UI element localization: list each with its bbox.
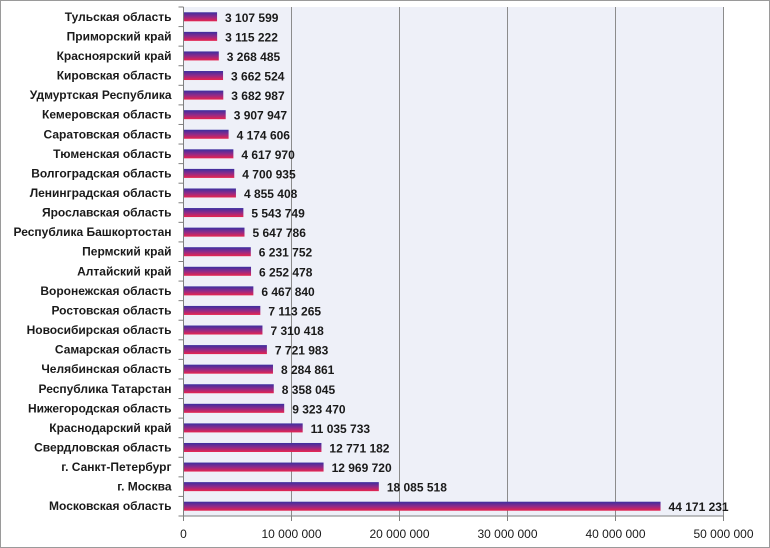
category-label: Самарская область	[55, 343, 172, 357]
category-label: Челябинская область	[41, 362, 171, 376]
data-label: 12 771 182	[329, 441, 389, 455]
bar	[183, 188, 236, 198]
bar	[183, 403, 285, 413]
data-label: 11 035 733	[311, 422, 371, 436]
bar	[183, 462, 324, 472]
bar	[183, 90, 224, 100]
data-label: 3 662 524	[231, 70, 285, 84]
bar	[183, 71, 224, 81]
category-label: Нижегородская область	[28, 401, 172, 415]
category-label: Краснодарский край	[49, 421, 171, 435]
axis-layer	[178, 6, 724, 521]
data-label: 44 171 231	[669, 500, 729, 514]
data-label: 4 174 606	[237, 128, 291, 142]
category-label: Удмуртская Республика	[30, 88, 172, 102]
x-tick-label: 20 000 000	[369, 527, 429, 541]
bar	[183, 110, 226, 120]
data-label: 3 907 947	[234, 109, 288, 123]
category-label: Кировская область	[57, 69, 172, 83]
bar	[183, 364, 273, 374]
data-label: 5 647 786	[252, 226, 306, 240]
category-label: Алтайский край	[77, 264, 171, 278]
bar	[183, 168, 235, 178]
category-label: Пермский край	[82, 245, 171, 259]
data-label: 6 467 840	[261, 285, 315, 299]
data-label: 8 284 861	[281, 363, 335, 377]
category-label: Красноярский край	[57, 49, 172, 63]
category-label: Московская область	[49, 499, 171, 513]
bar	[183, 423, 303, 433]
data-label: 3 268 485	[227, 50, 281, 64]
data-label: 3 115 222	[225, 30, 278, 44]
bar	[183, 227, 245, 237]
bar	[183, 442, 322, 452]
bar	[183, 51, 219, 61]
bar	[183, 31, 218, 41]
category-label: Кемеровская область	[42, 108, 172, 122]
category-label: Ярославская область	[42, 206, 172, 220]
category-label: Приморский край	[67, 29, 172, 43]
data-label: 4 617 970	[241, 148, 295, 162]
x-tick-label: 40 000 000	[585, 527, 645, 541]
x-tick-label: 10 000 000	[261, 527, 321, 541]
category-label: Ленинградская область	[30, 186, 172, 200]
data-label: 7 721 983	[275, 344, 329, 358]
bar	[183, 208, 244, 218]
category-label: Волгоградская область	[31, 166, 171, 180]
x-tick-label: 0	[180, 527, 187, 541]
data-label: 9 323 470	[292, 402, 346, 416]
category-label: Тульская область	[65, 10, 172, 24]
bar-layer	[183, 12, 661, 511]
data-label: 3 107 599	[225, 11, 279, 25]
bar	[183, 286, 254, 296]
data-label: 4 855 408	[244, 187, 298, 201]
data-label: 6 252 478	[259, 265, 313, 279]
bar	[183, 482, 379, 492]
x-tick-label: 30 000 000	[477, 527, 537, 541]
data-label: 18 085 518	[387, 481, 447, 495]
bar	[183, 149, 234, 159]
category-label: Воронежская область	[40, 284, 171, 298]
category-label: Республика Татарстан	[38, 382, 171, 396]
category-label: Республика Башкортостан	[14, 225, 172, 239]
bar	[183, 266, 252, 276]
category-label: Новосибирская область	[27, 323, 172, 337]
x-tick-label: 50 000 000	[693, 527, 753, 541]
data-label: 8 358 045	[282, 383, 336, 397]
bar	[183, 345, 267, 355]
bar	[183, 305, 261, 315]
data-label: 5 543 749	[251, 207, 305, 221]
data-label: 7 113 265	[268, 304, 321, 318]
category-label: Свердловская область	[34, 440, 171, 454]
bar	[183, 384, 274, 394]
data-label: 4 700 935	[242, 167, 296, 181]
bar	[183, 12, 218, 22]
bar	[183, 247, 251, 257]
category-label: г. Москва	[117, 480, 172, 494]
data-label: 7 310 418	[270, 324, 324, 338]
data-label: 3 682 987	[231, 89, 285, 103]
category-label: г. Санкт-Петербург	[61, 460, 171, 474]
label-layer: 0 10 000 000 20 000 000 30 000 000 40 000 00…	[14, 10, 754, 541]
bar	[183, 501, 661, 511]
category-label: Ростовская область	[51, 303, 171, 317]
category-label: Саратовская область	[44, 127, 172, 141]
bar	[183, 325, 263, 335]
data-label: 12 969 720	[332, 461, 392, 475]
bar	[183, 129, 229, 139]
data-label: 6 231 752	[259, 246, 313, 260]
category-label: Тюменская область	[53, 147, 171, 161]
